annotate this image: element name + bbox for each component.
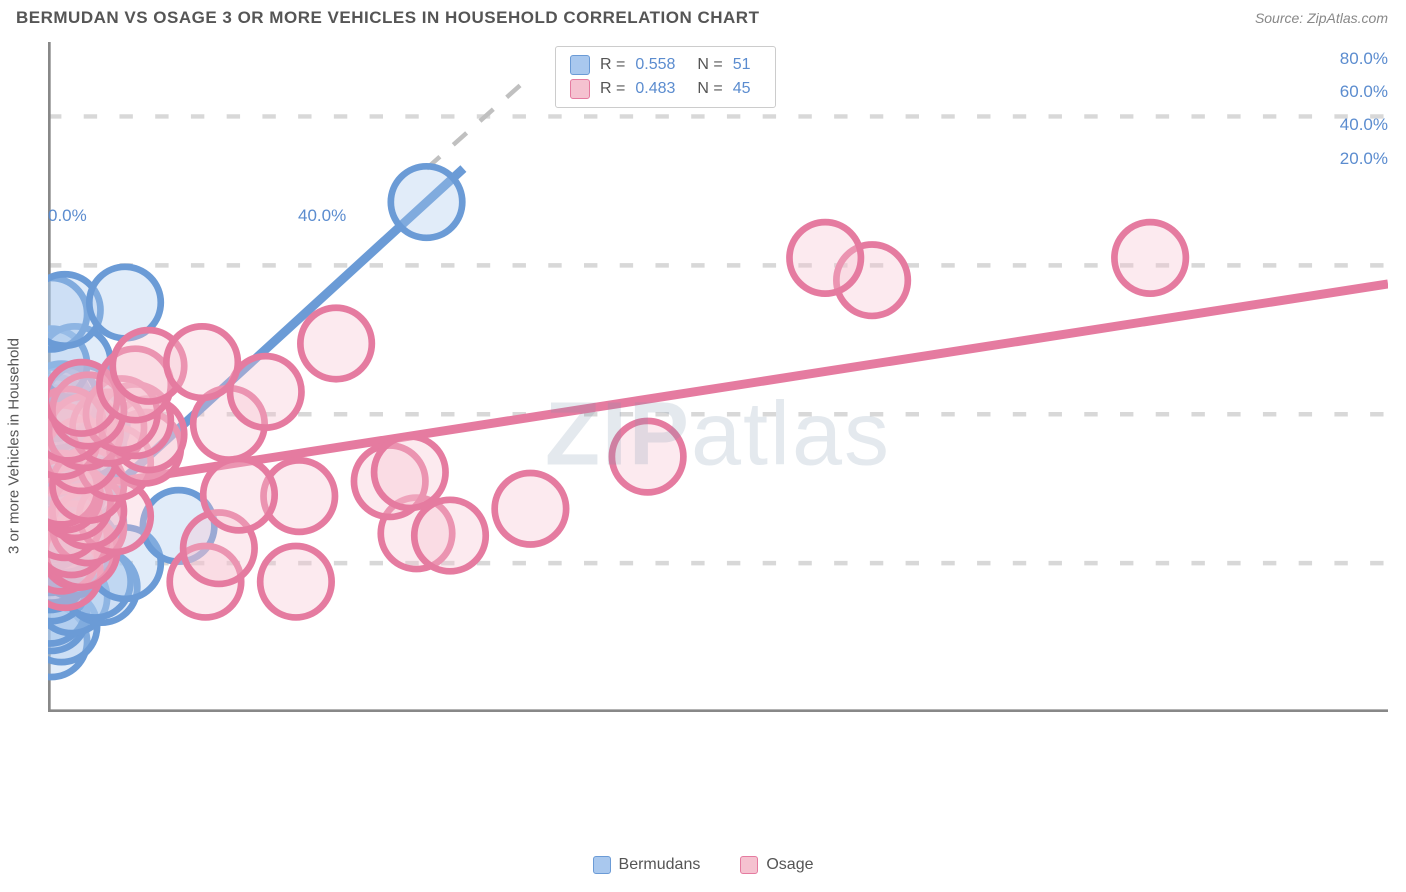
chart-title: BERMUDAN VS OSAGE 3 OR MORE VEHICLES IN …: [16, 8, 759, 28]
y-tick-label: 40.0%: [1340, 115, 1388, 135]
scatter-plot-svg: [48, 42, 1388, 712]
x-tick-label: 40.0%: [298, 206, 346, 226]
y-axis-label: 3 or more Vehicles in Household: [6, 338, 23, 554]
legend-swatch: [593, 856, 611, 874]
stats-box: R = 0.558 N = 51 R = 0.483 N = 45: [555, 46, 776, 108]
stats-r-value: 0.558: [635, 56, 687, 74]
stats-r-label: R =: [600, 80, 625, 98]
legend-swatch: [740, 856, 758, 874]
legend-label: Bermudans: [619, 856, 701, 874]
stats-row: R = 0.558 N = 51: [570, 53, 761, 77]
stats-swatch: [570, 79, 590, 99]
chart-header: BERMUDAN VS OSAGE 3 OR MORE VEHICLES IN …: [0, 0, 1406, 32]
stats-row: R = 0.483 N = 45: [570, 77, 761, 101]
y-tick-label: 20.0%: [1340, 149, 1388, 169]
chart-source: Source: ZipAtlas.com: [1255, 10, 1388, 26]
stats-swatch: [570, 55, 590, 75]
legend-label: Osage: [766, 856, 813, 874]
stats-r-label: R =: [600, 56, 625, 74]
x-tick-label: 0.0%: [48, 206, 87, 226]
chart-plot-area: ZIPatlas: [48, 42, 1388, 828]
legend-item: Osage: [740, 856, 813, 874]
stats-n-label: N =: [697, 80, 722, 98]
bottom-legend: Bermudans Osage: [0, 856, 1406, 874]
stats-r-value: 0.483: [635, 80, 687, 98]
y-tick-label: 80.0%: [1340, 49, 1388, 69]
stats-n-label: N =: [697, 56, 722, 74]
y-tick-label: 60.0%: [1340, 82, 1388, 102]
stats-n-value: 45: [733, 80, 761, 98]
legend-item: Bermudans: [593, 856, 701, 874]
stats-n-value: 51: [733, 56, 761, 74]
